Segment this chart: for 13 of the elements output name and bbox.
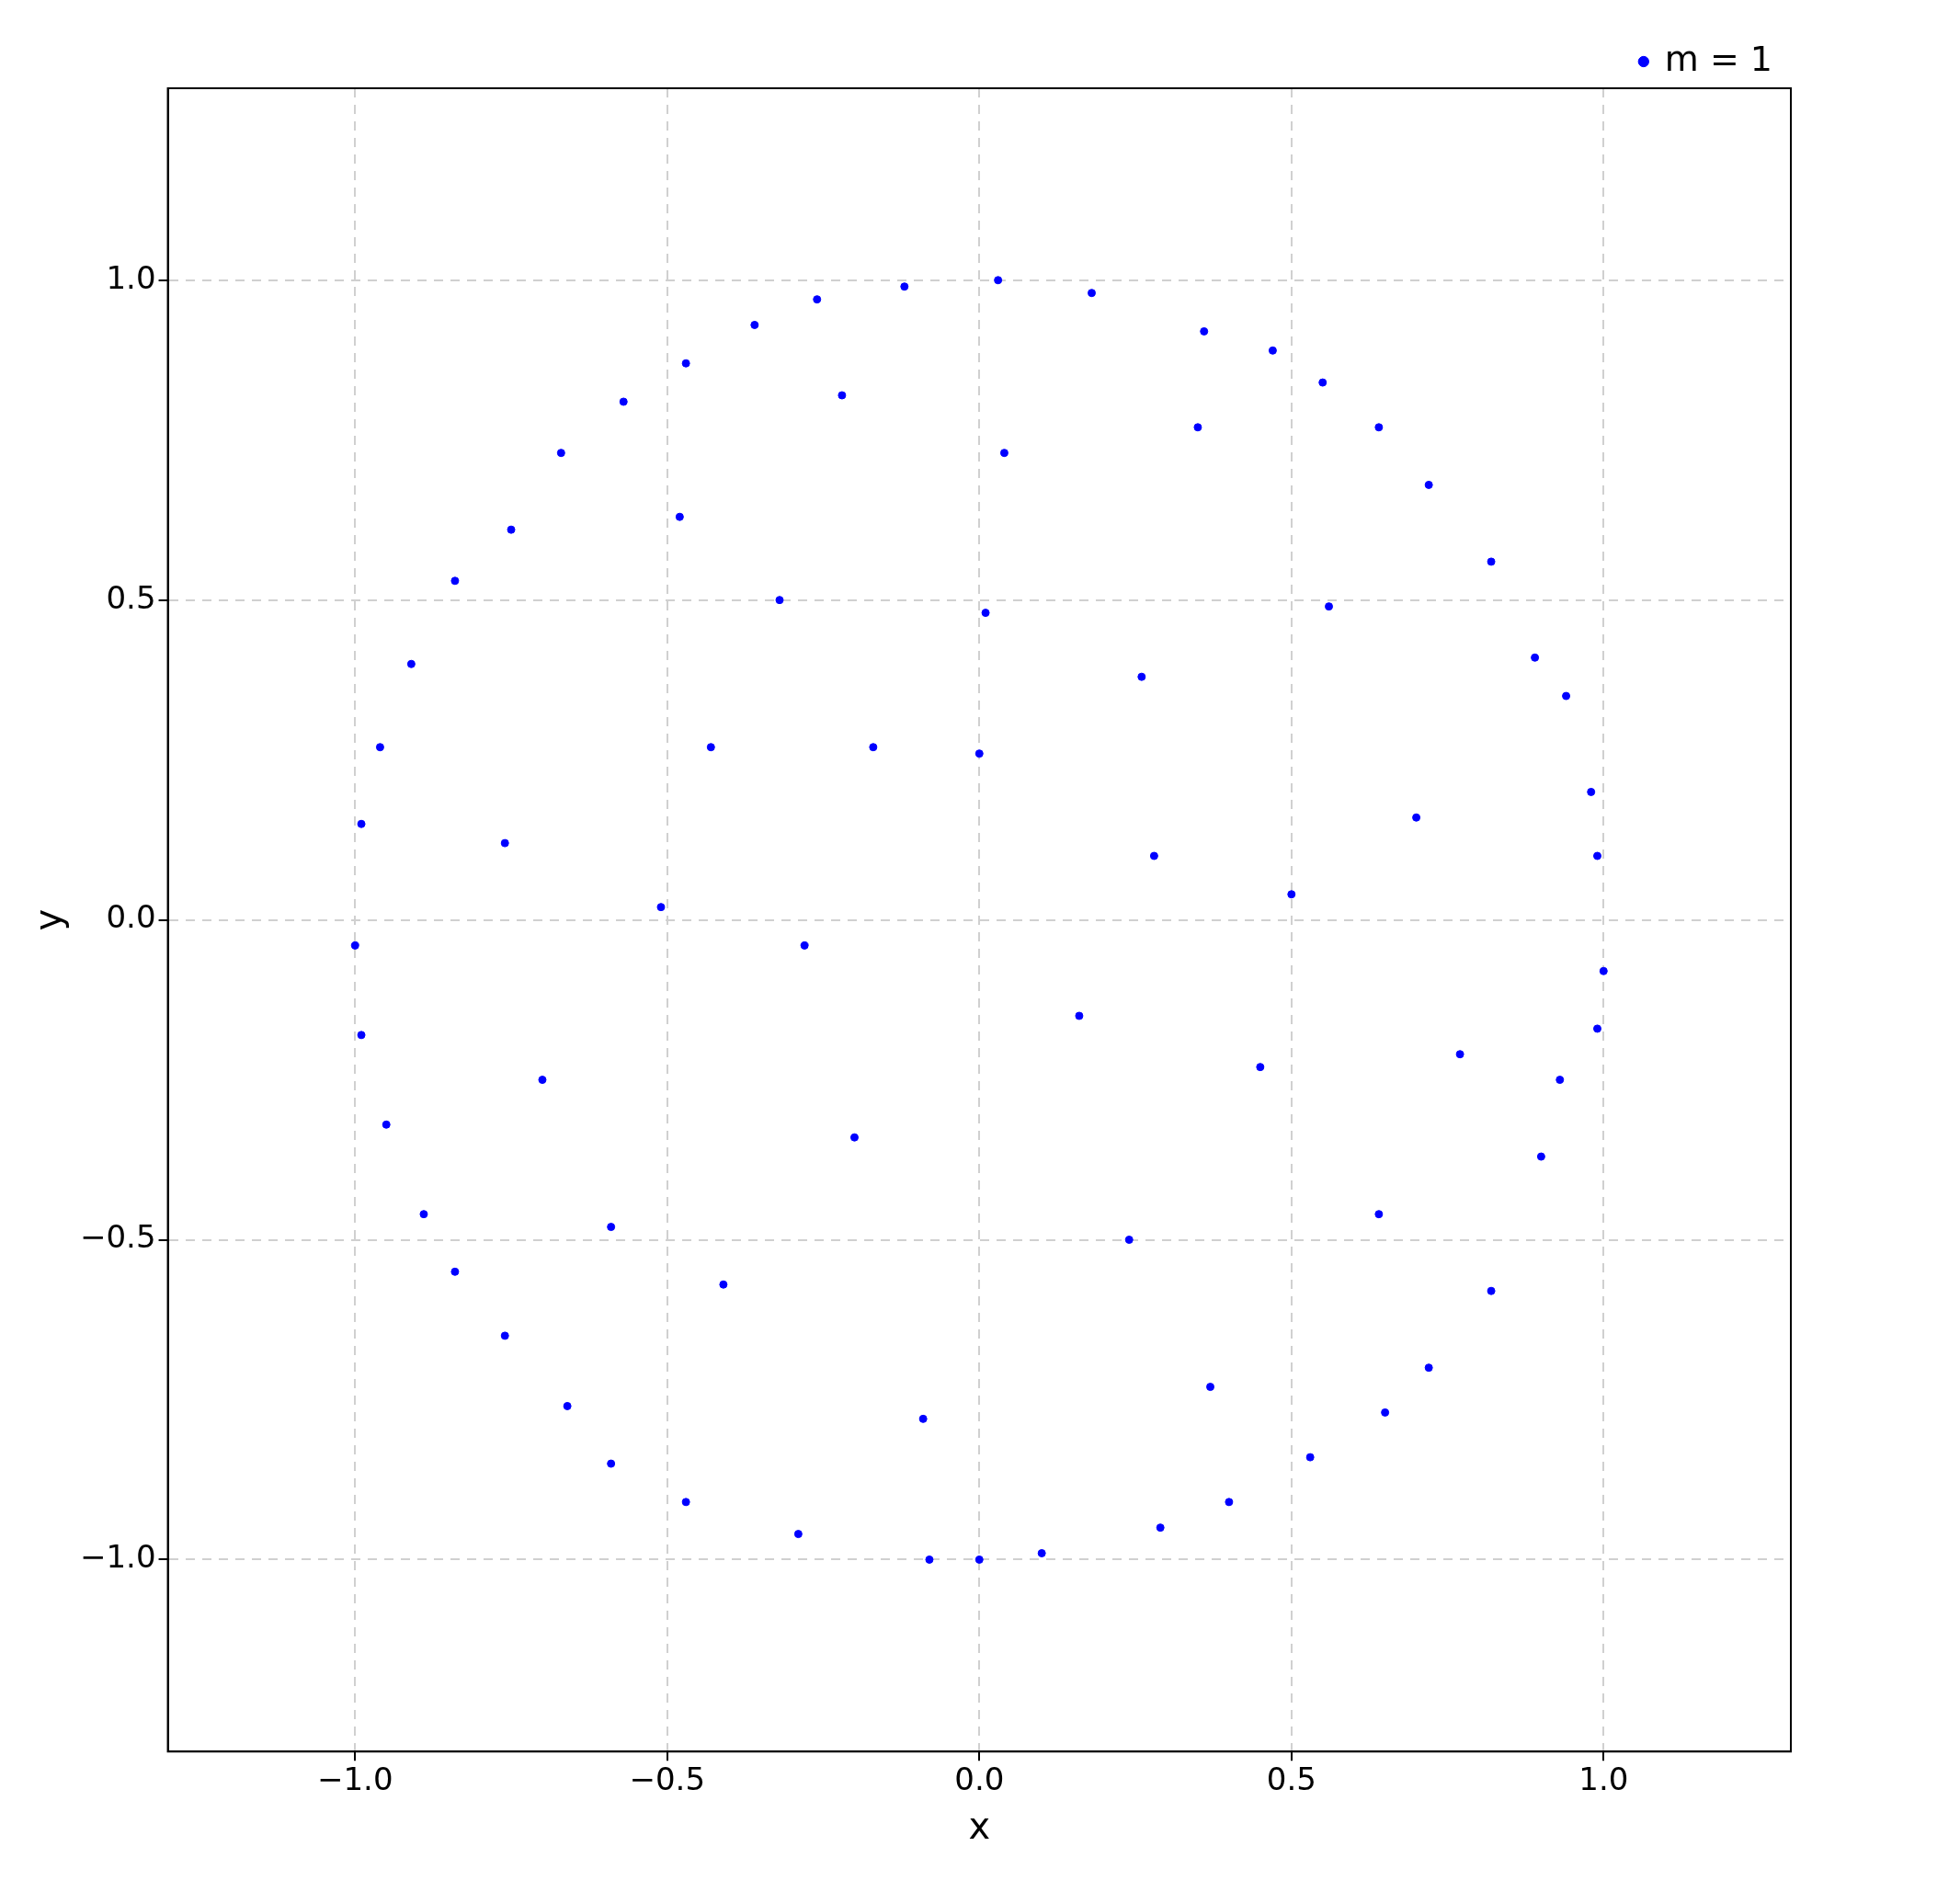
y-tick-label: 0.5 bbox=[106, 578, 156, 616]
x-tick-label: 1.0 bbox=[1578, 1761, 1629, 1798]
x-tick-label: −0.5 bbox=[629, 1761, 706, 1798]
x-tick-label: 0.0 bbox=[954, 1761, 1005, 1798]
x-tick-label: 0.5 bbox=[1266, 1761, 1316, 1798]
x-tick-label: −1.0 bbox=[316, 1761, 393, 1798]
y-axis-title: y bbox=[27, 908, 70, 931]
y-tick-label: −0.5 bbox=[80, 1218, 156, 1256]
y-tick-label: 0.0 bbox=[106, 898, 156, 936]
legend-label: m = 1 bbox=[1664, 38, 1773, 79]
x-axis-title: x bbox=[968, 1805, 991, 1848]
y-tick-label: 1.0 bbox=[106, 258, 156, 296]
y-tick-label: −1.0 bbox=[80, 1538, 156, 1576]
